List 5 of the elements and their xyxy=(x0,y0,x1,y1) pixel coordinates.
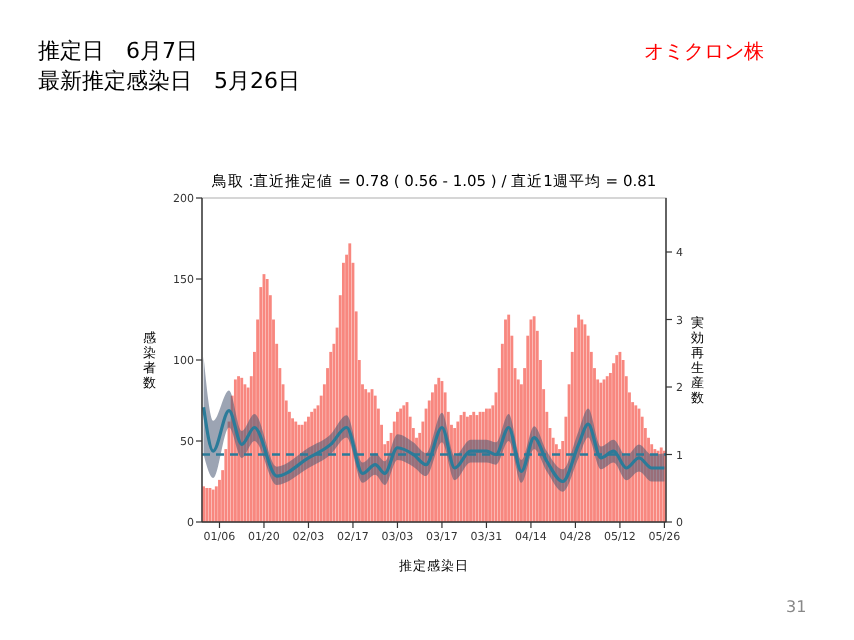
line-series xyxy=(201,405,667,484)
text: オミクロン株 xyxy=(644,40,764,64)
text: 31 xyxy=(786,598,807,616)
text: 最新推定感染日 5月26日 xyxy=(38,68,300,94)
text: 推定日 6月7日 xyxy=(38,38,198,64)
